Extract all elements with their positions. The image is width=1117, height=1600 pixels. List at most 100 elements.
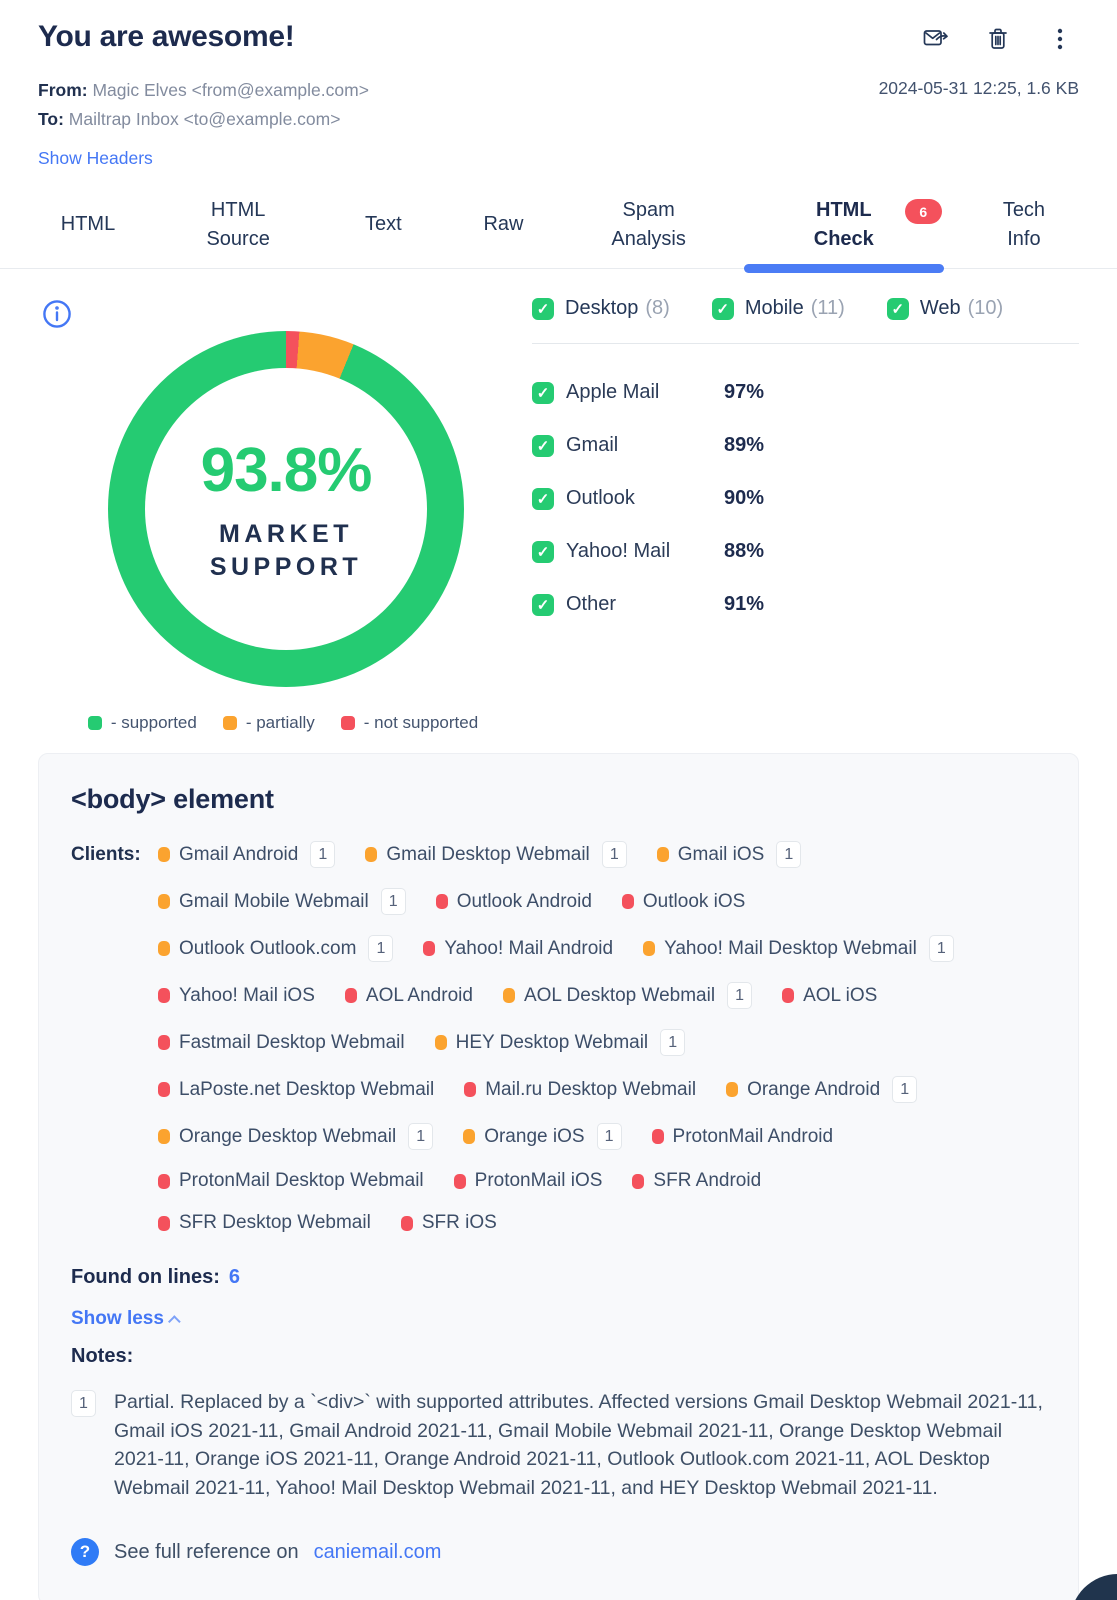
from-line: From: Magic Elves <from@example.com> xyxy=(38,76,369,105)
client-chip-row: Orange Desktop Webmail 1 Orange iOS 1 Proton… xyxy=(158,1123,954,1150)
client-chip-name: SFR iOS xyxy=(421,1212,497,1233)
no-support-dot xyxy=(158,1215,170,1231)
client-group-yahoo-mail: ✓ Yahoo! Mail 88% xyxy=(532,540,1079,563)
client-chip-outlook-android: Outlook Android xyxy=(435,891,592,913)
filter-count: (11) xyxy=(810,297,845,319)
note-reference-badge: 1 xyxy=(776,841,802,868)
client-chip-name: Yahoo! Mail iOS xyxy=(179,984,315,1006)
no-support-dot xyxy=(782,988,795,1003)
tab-raw[interactable]: Raw xyxy=(453,181,553,268)
legend-swatch xyxy=(87,716,102,730)
client-chip-gmail-android: Gmail Android 1 xyxy=(158,841,336,868)
client-support-list: ✓ Apple Mail 97% ✓ Gmail 89% ✓ Outlook 90% ✓ Yahoo… xyxy=(532,381,1079,616)
client-group-other: ✓ Other 91% xyxy=(532,593,1079,616)
tab-label: Raw xyxy=(483,213,524,235)
client-chip-row: Gmail Mobile Webmail 1 Outlook Android Outl… xyxy=(158,888,954,915)
checkbox-checked-icon[interactable]: ✓ xyxy=(532,487,554,510)
client-chip-outlook-outlook-com: Outlook Outlook.com 1 xyxy=(158,935,394,962)
client-group-label: Other xyxy=(566,593,617,615)
client-group-percent: 91% xyxy=(724,593,765,615)
note-reference-badge: 1 xyxy=(310,841,336,868)
client-chip-sfr-desktop-webmail: SFR Desktop Webmail xyxy=(158,1212,371,1234)
no-support-dot xyxy=(158,1173,170,1189)
found-on-lines-row: Found on lines: 6 xyxy=(71,1266,1046,1289)
client-group-label: Yahoo! Mail xyxy=(566,540,671,562)
tab-html-check[interactable]: HTML Check 6 xyxy=(743,181,944,273)
client-chip-name: Orange iOS xyxy=(484,1125,585,1147)
legend-label: - partially xyxy=(245,713,315,732)
from-value: Magic Elves <from@example.com> xyxy=(92,80,369,100)
tab-label: Spam Analysis xyxy=(611,198,686,250)
checkbox-checked-icon[interactable]: ✓ xyxy=(532,593,554,616)
tab-text[interactable]: Text xyxy=(328,181,438,268)
filter-mobile[interactable]: ✓ Mobile (11) xyxy=(711,297,845,320)
legend-label: - not supported xyxy=(363,713,479,732)
partial-support-dot xyxy=(463,1129,476,1144)
client-chip-name: AOL Android xyxy=(365,984,473,1006)
market-support-percent: 93.8% xyxy=(200,435,373,505)
client-chip-row: SFR Desktop Webmail SFR iOS xyxy=(158,1212,954,1234)
tab-label: HTML Check xyxy=(813,198,874,250)
legend-label: - supported xyxy=(110,713,197,732)
to-value: Mailtrap Inbox <to@example.com> xyxy=(68,109,341,129)
client-chip-aol-android: AOL Android xyxy=(344,984,473,1007)
filter-desktop[interactable]: ✓ Desktop (8) xyxy=(532,297,670,320)
note-reference-badge: 1 xyxy=(368,935,394,962)
checkbox-checked-icon[interactable]: ✓ xyxy=(532,297,554,320)
to-label: To: xyxy=(38,109,64,129)
client-chip-orange-android: Orange Android 1 xyxy=(726,1076,918,1103)
no-support-dot xyxy=(158,988,170,1003)
tab-tech-info[interactable]: Tech Info xyxy=(959,181,1089,268)
partial-support-dot xyxy=(726,1082,739,1097)
client-chip-name: Yahoo! Mail Desktop Webmail xyxy=(664,937,917,959)
legend-swatch xyxy=(222,716,237,730)
email-addresses: From: Magic Elves <from@example.com> To:… xyxy=(38,76,369,134)
found-on-line-link[interactable]: 6 xyxy=(228,1266,240,1288)
checkbox-checked-icon[interactable]: ✓ xyxy=(532,434,554,457)
client-chip-name: AOL iOS xyxy=(803,984,878,1006)
checkbox-checked-icon[interactable]: ✓ xyxy=(886,297,909,320)
client-chip-row: Outlook Outlook.com 1 Yahoo! Mail Android Y… xyxy=(158,935,954,962)
client-chip-gmail-ios: Gmail iOS 1 xyxy=(656,841,802,868)
partial-support-dot xyxy=(158,1129,170,1144)
tab-spam-analysis[interactable]: Spam Analysis xyxy=(569,181,729,268)
client-chip-name: Orange Android xyxy=(747,1078,881,1100)
note-item: 1 Partial. Replaced by a `<div>` with sup… xyxy=(71,1388,1046,1502)
note-reference-badge: 1 xyxy=(71,1390,96,1417)
active-tab-indicator xyxy=(743,264,944,273)
checkbox-checked-icon[interactable]: ✓ xyxy=(532,381,554,404)
note-reference-badge: 1 xyxy=(727,982,753,1009)
client-chip-row: LaPoste.net Desktop Webmail Mail.ru Deskt… xyxy=(158,1076,954,1103)
from-label: From: xyxy=(38,80,88,100)
page-title: You are awesome! xyxy=(38,20,295,53)
client-chip-name: SFR Desktop Webmail xyxy=(179,1212,371,1233)
tab-label: HTML Source xyxy=(206,198,270,250)
info-icon[interactable] xyxy=(42,299,72,329)
more-options-icon[interactable] xyxy=(1047,26,1073,52)
note-reference-badge: 1 xyxy=(596,1123,622,1150)
tab-html-source[interactable]: HTML Source xyxy=(163,181,313,268)
client-group-percent: 89% xyxy=(724,434,765,456)
caniemail-link[interactable]: caniemail.com xyxy=(313,1540,442,1563)
filter-web[interactable]: ✓ Web (10) xyxy=(886,297,1003,320)
client-group-percent: 97% xyxy=(724,381,765,403)
show-headers-link[interactable]: Show Headers xyxy=(38,148,153,168)
client-chip-mail-ru-desktop-webmail: Mail.ru Desktop Webmail xyxy=(464,1079,696,1101)
legend-item: - partially xyxy=(222,713,315,733)
checkbox-checked-icon[interactable]: ✓ xyxy=(711,297,734,320)
tab-html[interactable]: HTML xyxy=(28,181,148,268)
partial-support-dot xyxy=(365,847,378,862)
no-support-dot xyxy=(435,894,448,909)
client-group-outlook: ✓ Outlook 90% xyxy=(532,487,1079,510)
partial-support-dot xyxy=(158,941,170,956)
client-chip-hey-desktop-webmail: HEY Desktop Webmail 1 xyxy=(434,1029,686,1056)
checkbox-checked-icon[interactable]: ✓ xyxy=(532,540,554,563)
client-chip-protonmail-android: ProtonMail Android xyxy=(651,1126,833,1148)
legend-item: - supported xyxy=(87,713,197,733)
show-less-link[interactable]: Show less xyxy=(71,1308,181,1330)
platform-filters: ✓ Desktop (8) ✓ Mobile (11) ✓ Web (10) xyxy=(532,297,1079,320)
client-group-label: Apple Mail xyxy=(566,381,660,403)
show-less-label: Show less xyxy=(71,1308,164,1329)
delete-icon[interactable] xyxy=(985,26,1011,52)
forward-email-icon[interactable] xyxy=(923,26,949,52)
